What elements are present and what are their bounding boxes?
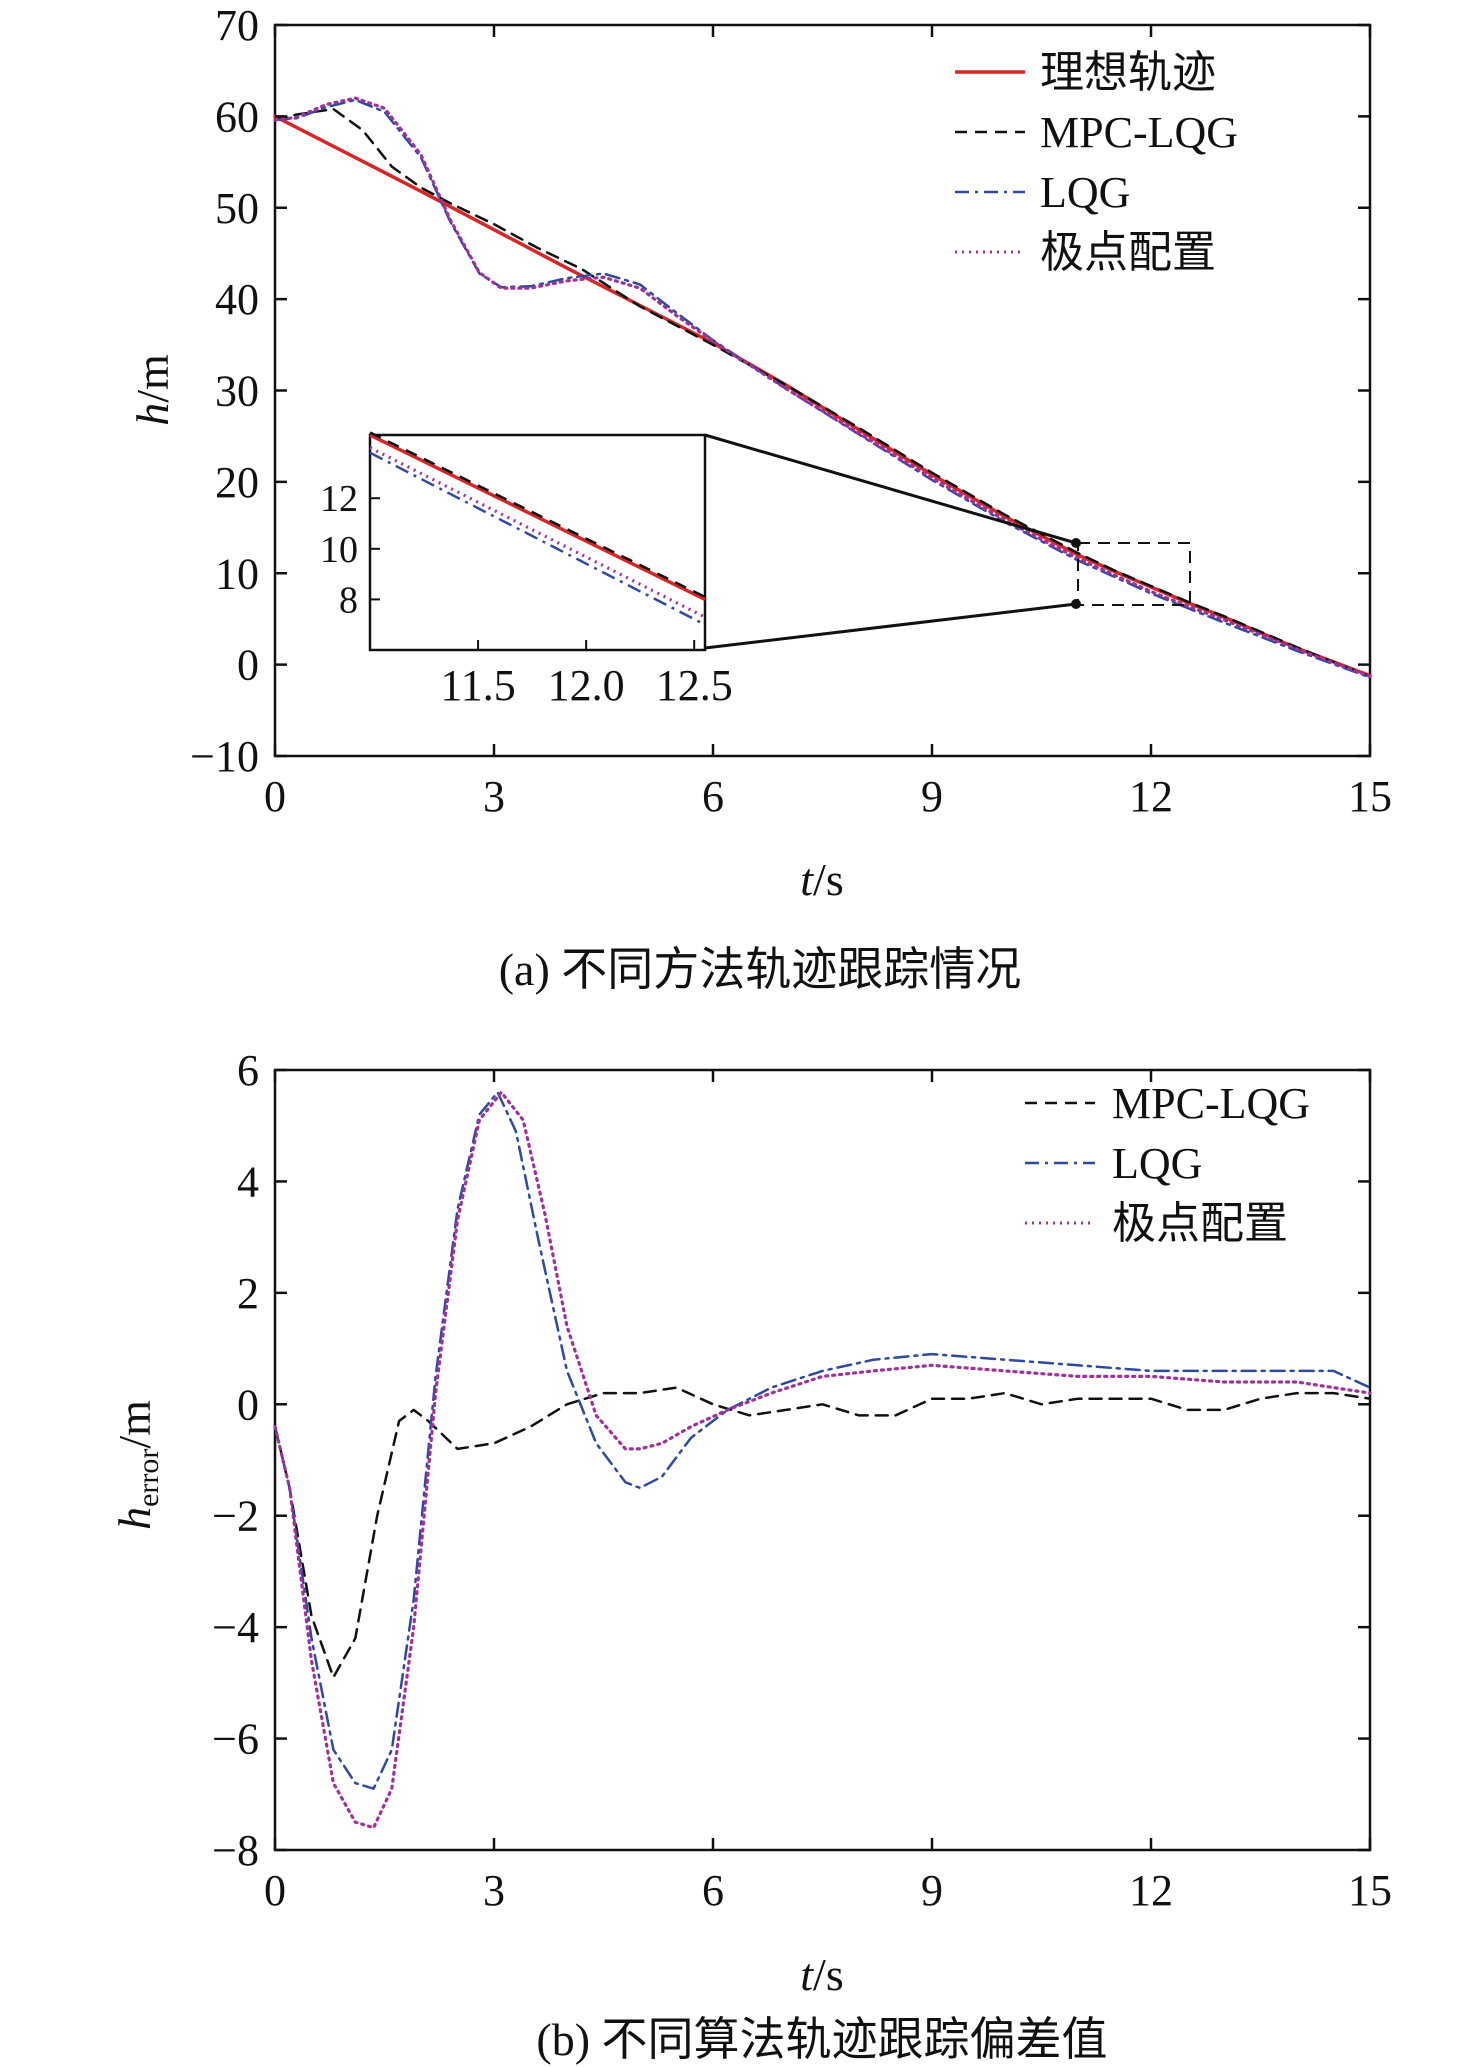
inset-series-mpc: [369, 431, 706, 599]
panel-b-y-tick-label: −4: [212, 1603, 259, 1652]
panel-a-y-tick-label: −10: [190, 732, 259, 781]
inset-x-tick-label: 11.5: [440, 661, 515, 710]
panel-b-series-lqg: [273, 1091, 1372, 1790]
panel-a-y-tick-label: 70: [215, 1, 259, 50]
legend-a-label-lqg: LQG: [1040, 168, 1130, 217]
inset-frame: [368, 433, 707, 652]
panel-a-y-tick-label: 60: [215, 92, 259, 141]
panel-a-y-tick-label: 50: [215, 184, 259, 233]
panel-b-caption: (b) 不同算法轨迹跟踪偏差值: [536, 2014, 1107, 2065]
panel-a-series-mpc: [273, 107, 1372, 678]
legend-b-label-mpc: MPC-LQG: [1112, 1079, 1310, 1128]
panel-a-legend: 理想轨迹 MPC-LQG LQG 极点配置: [955, 48, 1238, 277]
panel-a-series-ideal: [273, 114, 1372, 678]
panel-b-x-tick-label: 6: [702, 1866, 724, 1915]
panel-b-y-tick-label: 6: [237, 1046, 259, 1095]
panel-b-series-pole: [273, 1090, 1372, 1830]
inset-y-tick-label: 10: [320, 529, 358, 571]
zoom-region-box: [1077, 542, 1191, 606]
panel-b: 0 3 6 9 12 15 −8 −6 −4 −2 0 2 4 6 MPC-LQG LQG 极点配置 t…: [109, 1046, 1392, 2065]
panel-b-y-tick-label: −8: [212, 1826, 259, 1875]
zoom-connector-dot-bottom: [1071, 599, 1081, 609]
panel-a-x-tick-label: 15: [1348, 772, 1392, 821]
panel-a-y-tick-label: 40: [215, 275, 259, 324]
panel-b-series-mpc: [273, 1386, 1372, 1679]
panel-b-y-tick-label: 0: [237, 1380, 259, 1429]
zoom-connector-bottom: [704, 602, 1077, 650]
zoom-connector-dot-top: [1071, 538, 1081, 548]
panel-a-y-tick-label: 30: [215, 367, 259, 416]
panel-a-x-tick-label: 0: [264, 772, 286, 821]
panel-b-x-tick-label: 12: [1129, 1866, 1173, 1915]
inset-x-tick-label: 12.0: [548, 661, 625, 710]
inset-y-tick-label: 12: [320, 478, 358, 520]
inset-series-ideal: [369, 433, 706, 601]
panel-a-y-tick-label: 10: [215, 549, 259, 598]
panel-a-x-tick-label: 12: [1129, 772, 1173, 821]
panel-b-x-tick-label: 3: [483, 1866, 505, 1915]
panel-a-caption: (a) 不同方法轨迹跟踪情况: [499, 944, 1022, 995]
panel-a-y-axis-label: h/m: [127, 354, 178, 426]
panel-a-y-ticks: −10 0 10 20 30 40 50 60 70: [190, 1, 1370, 781]
panel-b-plot-frame: [273, 1068, 1372, 1852]
panel-a-x-tick-label: 6: [702, 772, 724, 821]
inset-series-lines: [369, 431, 706, 626]
legend-a-label-ideal: 理想轨迹: [1040, 48, 1216, 97]
legend-b-label-pole: 极点配置: [1112, 1199, 1288, 1248]
panel-b-legend: MPC-LQG LQG 极点配置: [1025, 1079, 1310, 1248]
inset-y-tick-label: 8: [339, 579, 358, 621]
panel-a-x-tick-label: 9: [921, 772, 943, 821]
panel-a-x-axis-label: t/s: [800, 854, 843, 905]
inset-x-ticks: 11.5 12.0 12.5: [440, 640, 733, 710]
panel-a-x-ticks: 0 3 6 9 12 15: [264, 25, 1392, 821]
panel-a-inset: 11.5 12.0 12.5 8 10 12: [320, 431, 733, 710]
panel-b-x-tick-label: 9: [921, 1866, 943, 1915]
panel-a-series-lqg: [273, 98, 1372, 679]
panel-b-series-lines: [273, 1090, 1372, 1830]
panel-b-x-ticks: 0 3 6 9 12 15: [264, 1070, 1392, 1915]
panel-a-x-tick-label: 3: [483, 772, 505, 821]
panel-b-y-tick-label: −2: [212, 1492, 259, 1541]
panel-a-series-lines: [273, 96, 1372, 679]
panel-a-y-tick-label: 0: [237, 641, 259, 690]
panel-b-y-tick-label: 2: [237, 1269, 259, 1318]
panel-a-series-pole: [273, 96, 1372, 679]
legend-b-label-lqg: LQG: [1112, 1139, 1202, 1188]
panel-b-x-axis-label: t/s: [800, 1949, 843, 2000]
inset-y-ticks: 8 10 12: [320, 478, 380, 621]
panel-b-y-axis-label: herror/m: [109, 1400, 165, 1530]
panel-b-y-ticks: −8 −6 −4 −2 0 2 4 6: [212, 1046, 1370, 1875]
inset-series-lqg: [369, 451, 706, 626]
panel-a-y-tick-label: 20: [215, 458, 259, 507]
panel-b-y-tick-label: 4: [237, 1157, 259, 1206]
panel-b-x-tick-label: 0: [264, 1866, 286, 1915]
legend-a-label-pole: 极点配置: [1040, 228, 1216, 277]
zoom-connector-top: [704, 433, 1077, 545]
legend-a-label-mpc: MPC-LQG: [1040, 108, 1238, 157]
inset-x-tick-label: 12.5: [656, 661, 733, 710]
panel-b-x-tick-label: 15: [1348, 1866, 1392, 1915]
panel-b-y-tick-label: −6: [212, 1715, 259, 1764]
